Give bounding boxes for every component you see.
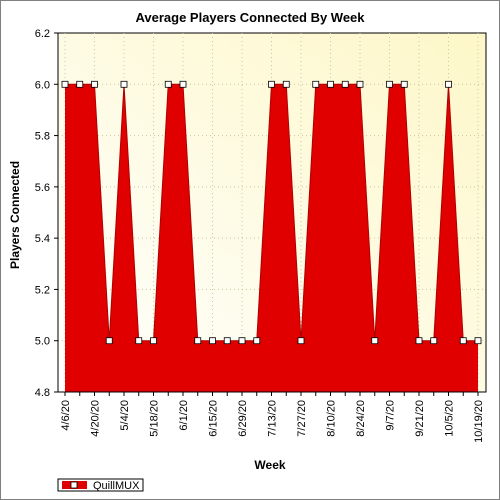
y-tick-label: 5.4 bbox=[35, 233, 50, 245]
legend-label: QuillMUX bbox=[93, 480, 140, 492]
data-point bbox=[445, 80, 452, 88]
series-area bbox=[65, 84, 478, 393]
y-tick-label: 5.8 bbox=[35, 131, 50, 143]
y-tick-label: 5.2 bbox=[35, 284, 50, 296]
data-point bbox=[238, 337, 246, 345]
x-tick-label: 8/10/20 bbox=[326, 400, 338, 437]
x-tick-label: 5/4/20 bbox=[119, 400, 131, 431]
x-tick-label: 4/20/20 bbox=[90, 400, 102, 437]
x-tick-label: 5/18/20 bbox=[149, 400, 161, 437]
data-point bbox=[135, 337, 143, 345]
y-tick-label: 5.0 bbox=[35, 336, 50, 348]
data-point bbox=[371, 337, 379, 345]
data-point bbox=[150, 337, 157, 345]
data-point bbox=[268, 80, 275, 88]
data-point bbox=[341, 80, 349, 88]
data-point bbox=[312, 80, 320, 88]
chart-title: Average Players Connected By Week bbox=[135, 10, 365, 25]
x-tick-label: 7/27/20 bbox=[296, 400, 308, 437]
data-point bbox=[282, 80, 290, 88]
y-tick-label: 5.6 bbox=[35, 182, 50, 194]
y-tick-label: 6.2 bbox=[35, 28, 50, 40]
data-point bbox=[474, 337, 482, 345]
data-point bbox=[164, 80, 172, 88]
data-point bbox=[297, 337, 305, 345]
data-point bbox=[356, 80, 364, 88]
data-point bbox=[91, 80, 98, 88]
x-tick-label: 9/7/20 bbox=[385, 400, 397, 431]
x-tick-label: 6/29/20 bbox=[237, 400, 249, 437]
data-point bbox=[61, 80, 69, 88]
data-point bbox=[223, 337, 231, 345]
x-axis-title: Week bbox=[254, 458, 285, 472]
data-point bbox=[120, 80, 128, 88]
data-point bbox=[253, 337, 261, 345]
x-tick-label: 10/5/20 bbox=[444, 400, 456, 437]
x-tick-label: 6/15/20 bbox=[208, 400, 220, 437]
data-point bbox=[179, 80, 187, 88]
x-tick-label: 4/6/20 bbox=[60, 400, 72, 431]
x-tick-label: 7/13/20 bbox=[267, 400, 279, 437]
x-tick-label: 6/1/20 bbox=[178, 400, 190, 431]
data-point bbox=[76, 80, 84, 88]
axes: 4.8 5.0 5.2 5.4 5.6 5.8 6.0 6.2 4/6/20 4/20/20 5/4… bbox=[35, 28, 486, 443]
data-point bbox=[209, 337, 216, 345]
data-point bbox=[194, 337, 202, 345]
y-tick-label: 4.8 bbox=[35, 387, 50, 399]
series-layer bbox=[61, 80, 482, 393]
data-point bbox=[105, 337, 113, 345]
legend: QuillMUX bbox=[57, 478, 144, 492]
data-point bbox=[327, 80, 334, 88]
data-point bbox=[430, 337, 438, 345]
data-point bbox=[386, 80, 393, 88]
x-tick-label: 9/21/20 bbox=[414, 400, 426, 437]
y-tick-label: 6.0 bbox=[35, 79, 50, 91]
data-point bbox=[459, 337, 467, 345]
x-tick-label: 8/24/20 bbox=[355, 400, 367, 437]
x-tick-label: 10/19/20 bbox=[473, 400, 485, 443]
data-point bbox=[400, 80, 408, 88]
legend-marker bbox=[70, 481, 78, 489]
data-point bbox=[415, 337, 423, 345]
y-axis-title: Players Connected bbox=[8, 161, 22, 269]
